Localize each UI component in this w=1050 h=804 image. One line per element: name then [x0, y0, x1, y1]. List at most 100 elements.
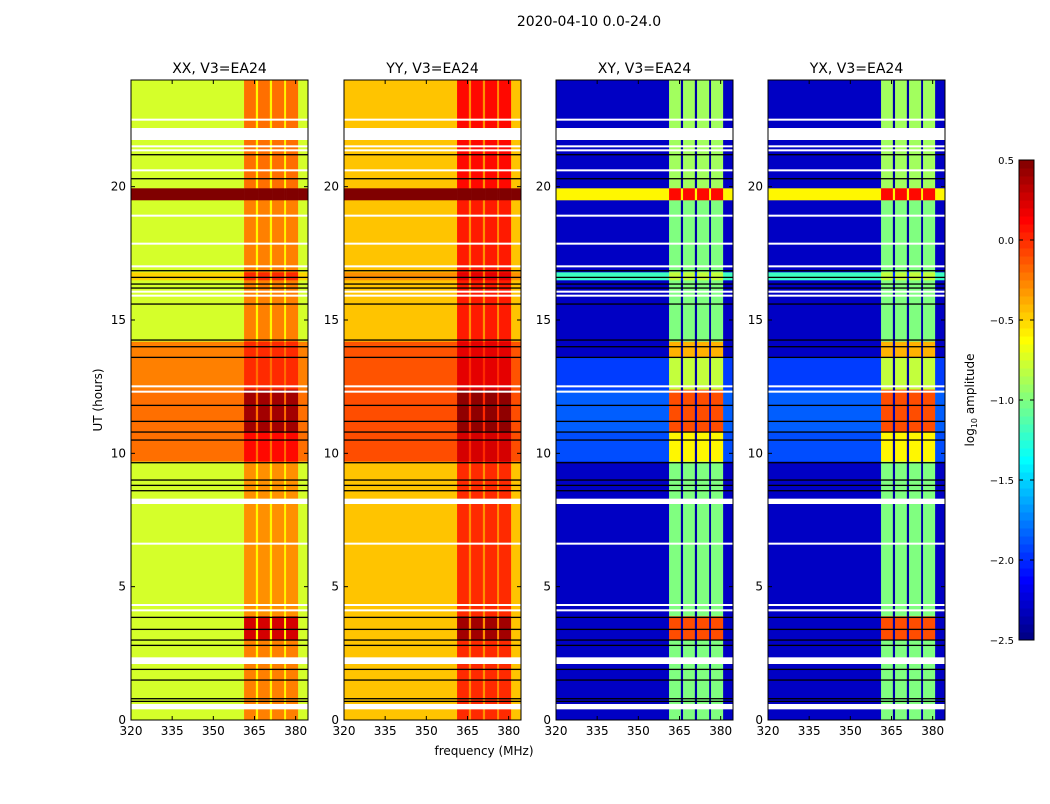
heatmap-cell: [511, 389, 522, 433]
black-row: [131, 431, 308, 433]
heatmap-cell: [680, 272, 684, 281]
heatmap-cell: [906, 389, 910, 433]
x-tick-label: 380: [709, 724, 732, 738]
heatmap-cell: [284, 188, 287, 201]
heatmap-cell: [892, 280, 896, 342]
heatmap-cell: [906, 272, 910, 281]
colorbar-tick-label: −0.5: [990, 316, 1014, 327]
panel-yx: YX, V3=EA24 320 335 350 365 380 0 5 10 15 20: [748, 61, 946, 738]
black-row: [131, 616, 308, 619]
colorbar-segment: [1019, 464, 1034, 473]
colorbar-segment: [1019, 160, 1034, 169]
heatmap-cell: [482, 389, 486, 433]
flagged-row: [556, 242, 733, 245]
heatmap-cell: [272, 341, 285, 390]
heatmap-cell: [244, 432, 257, 462]
x-tick-label: 335: [374, 724, 397, 738]
black-row: [768, 616, 945, 619]
heatmap-cell: [895, 200, 908, 273]
flagged-row: [131, 149, 308, 152]
heatmap-cell: [298, 280, 309, 342]
flagged-row: [556, 294, 733, 297]
black-row: [768, 439, 945, 441]
heatmap-cell: [892, 432, 896, 462]
black-row: [556, 356, 733, 359]
colorbar-segment: [1019, 200, 1034, 209]
heatmap-cell: [457, 272, 470, 281]
flagged-row: [556, 657, 733, 664]
flagged-row: [131, 498, 308, 504]
heatmap-cell: [909, 616, 922, 641]
heatmap-cell: [697, 341, 710, 358]
heatmap-cell: [272, 280, 285, 342]
heatmap-cell: [485, 272, 498, 281]
heatmap-cell: [768, 616, 882, 641]
x-tick-label: 350: [627, 724, 650, 738]
heatmap-cell: [709, 432, 712, 462]
heatmap-cell: [935, 280, 946, 342]
x-tick-label: 365: [668, 724, 691, 738]
black-row: [344, 628, 521, 631]
flagged-row: [344, 242, 521, 245]
black-row: [344, 339, 521, 341]
flagged-row: [556, 390, 733, 393]
black-row: [556, 404, 733, 407]
heatmap-cell: [768, 188, 882, 201]
black-row: [344, 462, 521, 464]
black-row: [131, 479, 308, 481]
heatmap-cell: [269, 341, 273, 390]
y-tick-label: 20: [748, 180, 763, 194]
heatmap-cell: [269, 272, 273, 281]
x-tick-label: 365: [243, 724, 266, 738]
heatmap-cell: [497, 188, 500, 201]
heatmap-cell: [471, 389, 484, 433]
heatmap-cell: [255, 188, 259, 201]
black-row: [768, 698, 945, 700]
heatmap-cell: [269, 188, 273, 201]
heatmap-cell: [457, 188, 470, 201]
colorbar-segment: [1019, 344, 1034, 353]
flagged-row: [768, 604, 945, 606]
heatmap-cell: [499, 188, 512, 201]
black-row: [344, 639, 521, 641]
colorbar-segment: [1019, 568, 1034, 577]
heatmap-cell: [697, 280, 710, 342]
heatmap-cell: [711, 280, 724, 342]
heatmap-cell: [344, 188, 458, 201]
heatmap-cell: [723, 341, 734, 358]
heatmap-cell: [471, 280, 484, 342]
heatmap-cell: [284, 389, 287, 433]
heatmap-cell: [709, 200, 712, 273]
heatmap-cell: [923, 461, 936, 617]
y-tick-label: 20: [324, 180, 339, 194]
heatmap-cell: [272, 272, 285, 281]
heatmap-cell: [499, 272, 512, 281]
heatmap-cell: [723, 389, 734, 433]
black-row: [131, 679, 308, 681]
heatmap-cell: [935, 432, 946, 462]
black-row: [556, 283, 733, 285]
black-row: [768, 270, 945, 272]
figure-title: 2020-04-10 0.0-24.0: [517, 14, 661, 30]
x-tick-label: 320: [757, 724, 780, 738]
flagged-row: [556, 265, 733, 268]
black-row: [344, 679, 521, 681]
heatmap-cell: [468, 200, 472, 273]
heatmap-cell: [909, 280, 922, 342]
colorbar-segment: [1019, 608, 1034, 617]
heatmap-cell: [909, 188, 922, 201]
heatmap-cell: [697, 461, 710, 617]
black-row: [768, 490, 945, 492]
heatmap-cell: [298, 616, 309, 641]
y-tick-label: 20: [111, 180, 126, 194]
heatmap-cell: [935, 616, 946, 641]
black-row: [556, 479, 733, 481]
heatmap-cell: [683, 461, 696, 617]
heatmap-cell: [499, 432, 512, 462]
heatmap-cell: [723, 272, 734, 281]
colorbar-segment: [1019, 392, 1034, 401]
black-row: [131, 420, 308, 423]
heatmap-cell: [468, 341, 472, 390]
flagged-row: [768, 498, 945, 504]
flagged-row: [131, 145, 308, 148]
